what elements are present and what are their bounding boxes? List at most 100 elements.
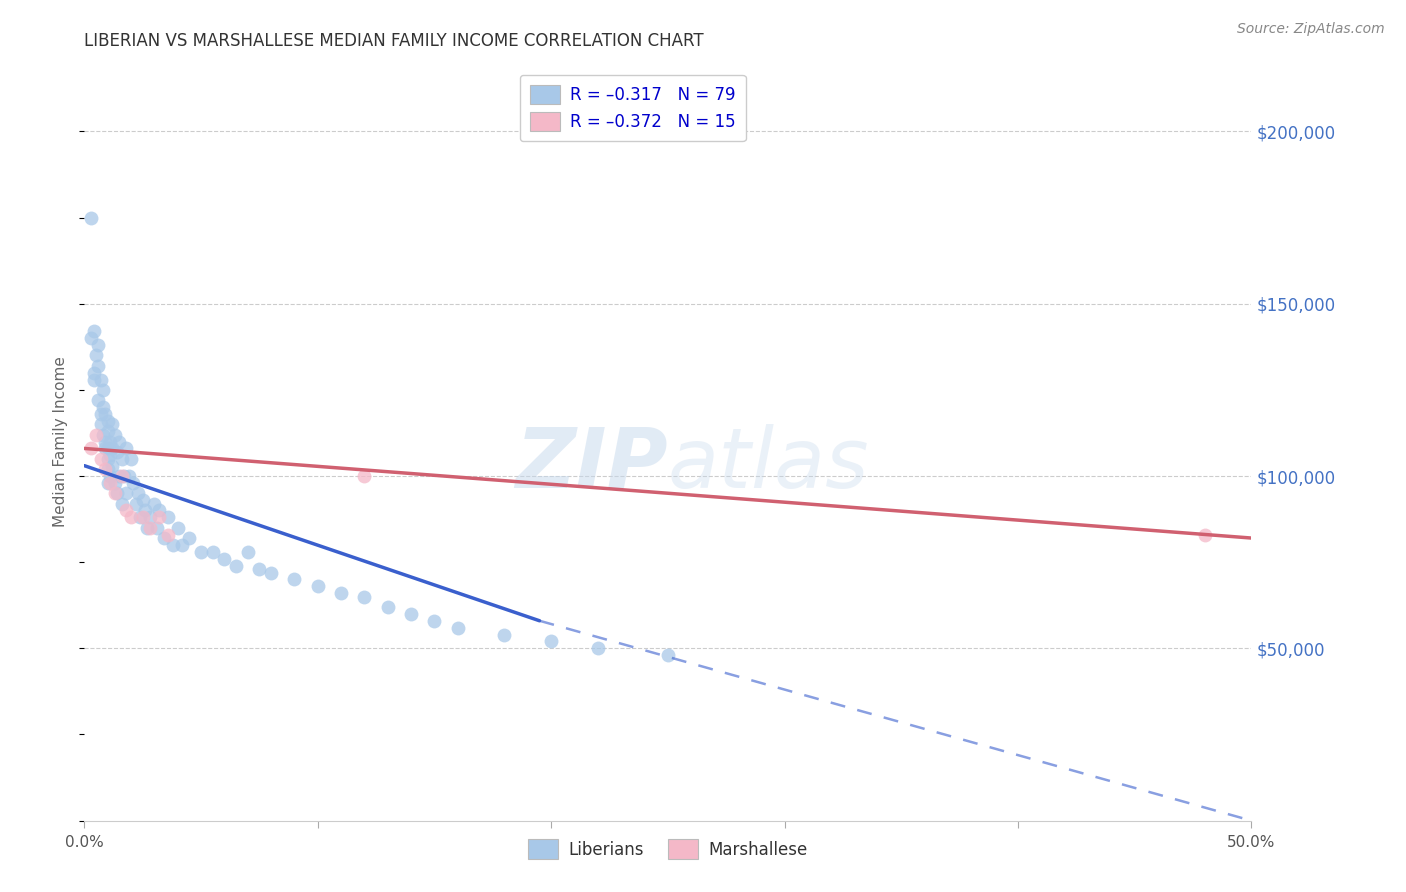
Point	[101, 417, 124, 432]
Point	[138, 510, 160, 524]
Point	[132, 510, 155, 524]
Point	[94, 407, 117, 421]
Point	[80, 442, 103, 456]
Text: LIBERIAN VS MARSHALLESE MEDIAN FAMILY INCOME CORRELATION CHART: LIBERIAN VS MARSHALLESE MEDIAN FAMILY IN…	[84, 32, 704, 50]
Point	[399, 607, 422, 621]
Point	[166, 521, 188, 535]
Point	[91, 427, 114, 442]
Point	[101, 458, 124, 473]
Point	[94, 442, 117, 456]
Point	[143, 497, 166, 511]
Point	[98, 448, 121, 462]
Point	[111, 451, 134, 466]
Point	[83, 372, 105, 386]
Point	[1194, 527, 1216, 541]
Point	[125, 497, 148, 511]
Point	[80, 331, 103, 345]
Point	[118, 469, 141, 483]
Point	[214, 551, 236, 566]
Point	[122, 475, 145, 490]
Point	[98, 434, 121, 449]
Point	[87, 393, 110, 408]
Point	[127, 486, 149, 500]
Point	[190, 545, 212, 559]
Point	[115, 486, 138, 500]
Point	[353, 469, 375, 483]
Point	[101, 442, 124, 456]
Point	[104, 427, 127, 442]
Point	[84, 427, 107, 442]
Point	[97, 414, 120, 428]
Point	[98, 469, 121, 483]
Point	[94, 434, 117, 449]
Text: Source: ZipAtlas.com: Source: ZipAtlas.com	[1237, 22, 1385, 37]
Point	[90, 372, 112, 386]
Point	[108, 434, 131, 449]
Point	[148, 510, 170, 524]
Point	[148, 503, 170, 517]
Point	[80, 211, 103, 225]
Point	[249, 562, 271, 576]
Point	[83, 366, 105, 380]
Point	[377, 599, 399, 614]
Point	[586, 641, 609, 656]
Point	[87, 359, 110, 373]
Point	[353, 590, 375, 604]
Point	[330, 586, 353, 600]
Point	[105, 445, 128, 459]
Text: ZIP: ZIP	[515, 424, 668, 505]
Point	[120, 451, 142, 466]
Point	[236, 545, 259, 559]
Point	[494, 627, 516, 641]
Point	[225, 558, 247, 573]
Point	[105, 486, 128, 500]
Point	[136, 521, 159, 535]
Point	[97, 451, 120, 466]
Point	[132, 493, 155, 508]
Point	[162, 538, 184, 552]
Point	[91, 400, 114, 414]
Point	[134, 503, 156, 517]
Point	[111, 469, 134, 483]
Point	[94, 462, 117, 476]
Point	[157, 527, 180, 541]
Text: atlas: atlas	[668, 424, 869, 505]
Point	[657, 648, 679, 663]
Point	[447, 621, 470, 635]
Point	[104, 486, 127, 500]
Point	[97, 424, 120, 438]
Point	[97, 475, 120, 490]
Point	[129, 510, 152, 524]
Point	[90, 451, 112, 466]
Point	[260, 566, 283, 580]
Point	[283, 573, 305, 587]
Point	[307, 579, 329, 593]
Point	[201, 545, 224, 559]
Point	[145, 521, 167, 535]
Point	[84, 348, 107, 362]
Point	[179, 531, 201, 545]
Point	[91, 383, 114, 397]
Point	[98, 475, 121, 490]
Legend: Liberians, Marshallese: Liberians, Marshallese	[522, 833, 814, 865]
Point	[157, 510, 180, 524]
Point	[120, 510, 142, 524]
Point	[115, 442, 138, 456]
Point	[540, 634, 562, 648]
Point	[172, 538, 194, 552]
Point	[104, 475, 127, 490]
Point	[115, 503, 138, 517]
Point	[90, 417, 112, 432]
Point	[423, 614, 446, 628]
Y-axis label: Median Family Income: Median Family Income	[53, 356, 69, 527]
Point	[138, 521, 160, 535]
Point	[97, 442, 120, 456]
Point	[152, 531, 174, 545]
Point	[83, 324, 105, 338]
Point	[108, 469, 131, 483]
Point	[111, 497, 134, 511]
Point	[97, 462, 120, 476]
Point	[90, 407, 112, 421]
Point	[87, 338, 110, 352]
Point	[112, 469, 135, 483]
